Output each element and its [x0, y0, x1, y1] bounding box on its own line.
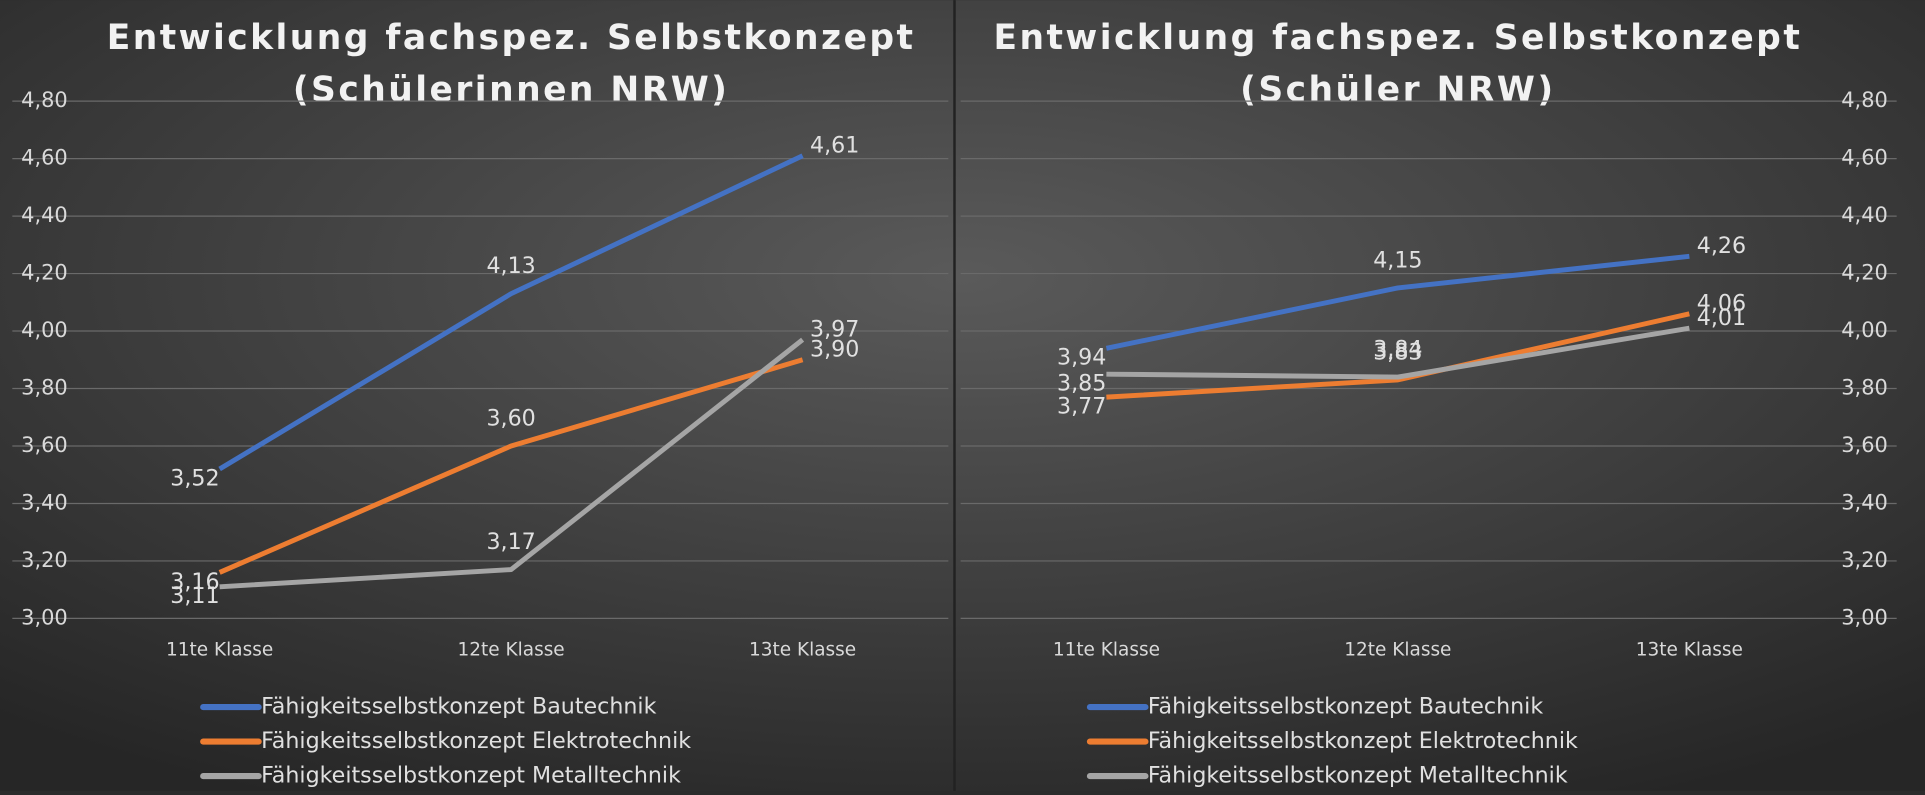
y-tick-label: 4,00 — [1841, 318, 1888, 342]
data-label: 3,90 — [810, 336, 859, 362]
legend-label: Fähigkeitsselbstkonzept Metalltechnik — [1148, 763, 1568, 789]
x-tick-label: 11te Klasse — [166, 639, 273, 660]
chart-title: Entwicklung fachspez. Selbstkonzept — [107, 18, 916, 58]
data-label: 3,17 — [486, 529, 535, 555]
chart-title: (Schülerinnen NRW) — [293, 70, 730, 110]
x-tick-label: 13te Klasse — [1636, 639, 1743, 660]
legend-label: Fähigkeitsselbstkonzept Elektrotechnik — [261, 728, 691, 754]
legend-label: Fähigkeitsselbstkonzept Metalltechnik — [261, 763, 681, 789]
series-line — [1106, 311, 1690, 400]
data-label: 3,84 — [1373, 336, 1422, 362]
data-label: 4,01 — [1697, 305, 1746, 331]
y-tick-label: 4,20 — [21, 261, 68, 285]
legend-label: Fähigkeitsselbstkonzept Bautechnik — [1148, 694, 1543, 720]
y-tick-label: 3,20 — [1841, 548, 1888, 572]
y-tick-label: 4,40 — [21, 203, 68, 227]
chart-title: (Schüler NRW) — [1240, 70, 1555, 110]
x-tick-label: 13te Klasse — [749, 639, 856, 660]
y-tick-label: 4,20 — [1841, 261, 1888, 285]
data-label: 3,97 — [810, 316, 859, 342]
data-label: 3,52 — [170, 465, 219, 491]
y-tick-label: 3,80 — [1841, 376, 1888, 400]
y-tick-label: 3,00 — [21, 605, 68, 629]
legend-label: Fähigkeitsselbstkonzept Bautechnik — [261, 694, 656, 720]
series-line — [218, 153, 804, 472]
series-line — [1105, 253, 1690, 351]
y-tick-label: 4,00 — [21, 318, 68, 342]
series-line — [218, 357, 804, 575]
y-tick-label: 3,80 — [21, 376, 68, 400]
data-label: 3,83 — [1373, 339, 1422, 365]
data-label: 3,77 — [1057, 393, 1106, 419]
data-label: 4,15 — [1373, 247, 1422, 273]
chart-title: Entwicklung fachspez. Selbstkonzept — [993, 18, 1802, 58]
y-tick-label: 3,40 — [1841, 490, 1888, 514]
y-tick-label: 3,40 — [21, 490, 68, 514]
y-tick-label: 3,60 — [21, 433, 68, 457]
y-tick-label: 3,00 — [1841, 605, 1888, 629]
data-label: 3,94 — [1057, 345, 1106, 371]
data-label: 3,11 — [170, 583, 219, 609]
data-label: 3,85 — [1057, 371, 1106, 397]
x-tick-label: 11te Klasse — [1053, 639, 1160, 660]
x-tick-label: 12te Klasse — [458, 639, 565, 660]
data-label: 3,60 — [486, 405, 535, 431]
series-line — [1106, 325, 1690, 380]
y-tick-label: 4,80 — [21, 88, 68, 112]
legend-label: Fähigkeitsselbstkonzept Elektrotechnik — [1148, 728, 1578, 754]
data-label: 3,16 — [170, 569, 219, 595]
y-tick-label: 4,60 — [21, 146, 68, 170]
data-label: 4,26 — [1697, 233, 1746, 259]
y-tick-label: 3,60 — [1841, 433, 1888, 457]
y-tick-label: 4,60 — [1841, 146, 1888, 170]
data-label: 4,06 — [1697, 290, 1746, 316]
data-label: 4,13 — [486, 253, 535, 279]
y-tick-label: 3,20 — [21, 548, 68, 572]
x-tick-label: 12te Klasse — [1344, 639, 1451, 660]
y-tick-label: 4,80 — [1841, 88, 1888, 112]
series-line — [219, 337, 805, 590]
y-tick-label: 4,40 — [1841, 203, 1888, 227]
data-label: 4,61 — [810, 132, 859, 158]
